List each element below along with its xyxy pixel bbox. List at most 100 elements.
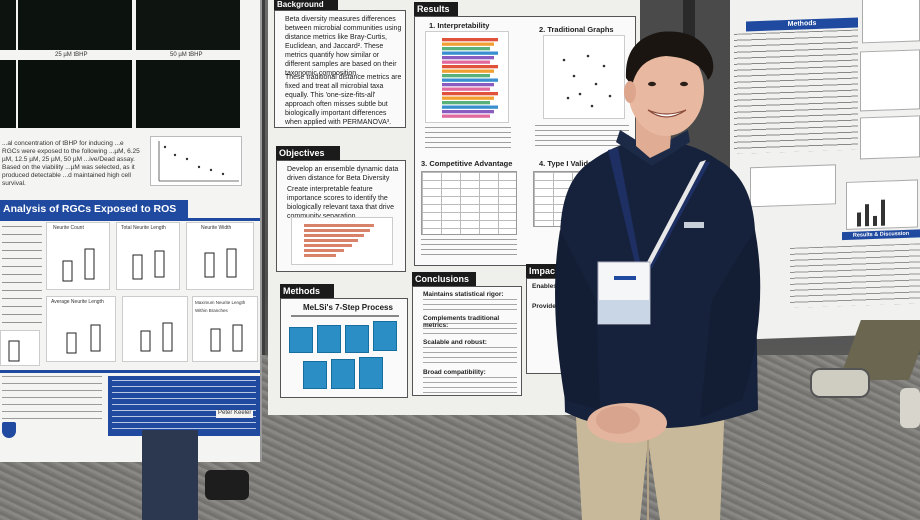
section-divider xyxy=(0,218,260,221)
microscopy-label: 50 µM tBHP xyxy=(170,52,203,58)
interpretability-bar xyxy=(442,83,494,87)
conclusion-item: Broad compatibility: xyxy=(423,369,486,376)
objective-item: Develop an ensemble dynamic data driven … xyxy=(287,166,399,182)
section-header-impact: Impac xyxy=(526,264,560,278)
conclusions-box: Maintains statistical rigor: Complements… xyxy=(412,286,522,396)
scatter-plot-svg xyxy=(562,54,612,108)
conclusion-item: Scalable and robust: xyxy=(423,339,487,346)
section-header-conclusions: Conclusions xyxy=(412,272,476,286)
objectives-textbox: Develop an ensemble dynamic data driven … xyxy=(276,160,406,272)
interpretability-bar xyxy=(442,47,490,51)
paragraph-text xyxy=(2,226,42,326)
figure-panel xyxy=(846,179,918,230)
results-subtitle: 3. Competitive Advantage xyxy=(421,159,513,168)
boxplot-svg xyxy=(204,248,237,278)
author-name: Peter Keeler xyxy=(216,410,254,418)
microscopy-image xyxy=(0,0,16,50)
interpretability-bar xyxy=(442,101,490,105)
section-title: Impac xyxy=(529,266,556,276)
boxplot-svg xyxy=(66,324,101,354)
methods-box: MeLSi's 7-Step Process xyxy=(280,298,408,398)
competitive-advantage-table xyxy=(421,171,517,235)
acknowledgement-panel xyxy=(108,376,260,436)
section-divider xyxy=(0,370,260,373)
person-shoe-background xyxy=(810,368,870,398)
conclusion-detail-lines xyxy=(423,299,517,311)
chart-label: Maximum Neurite Length Within Branches xyxy=(195,300,246,313)
boxplot-chart: Average Neurite Length xyxy=(46,296,116,362)
caption-text xyxy=(535,125,629,147)
interpretability-bar xyxy=(442,87,490,91)
chart-label: Neurite Count xyxy=(53,225,84,231)
microscopy-image xyxy=(136,60,240,128)
interpretability-bar xyxy=(442,56,494,60)
interpretability-bar-chart xyxy=(442,38,498,118)
boxplot-chart: Maximum Neurite Length Within Branches xyxy=(192,296,258,362)
results-subtitle: 1. Interpretability xyxy=(429,21,490,30)
interpretability-bar xyxy=(442,105,498,109)
interpretability-bar xyxy=(442,51,498,55)
section-title: Objectives xyxy=(279,148,325,158)
caption-text xyxy=(425,127,511,149)
chart-label: Average Neurite Length xyxy=(51,299,104,305)
interpretability-bar xyxy=(442,92,498,96)
university-shield-logo xyxy=(2,422,16,438)
boxplot-chart: Neurite Width xyxy=(186,222,254,290)
boxplot-chart: Neurite Count xyxy=(46,222,110,290)
boxplot-svg xyxy=(132,250,165,280)
interpretability-bar xyxy=(442,38,498,42)
section-header-results: Results xyxy=(414,2,458,16)
right-poster: Methods Results & Discussion xyxy=(730,0,920,341)
person-shoe-background xyxy=(900,388,920,428)
background-text: Beta diversity measures differences betw… xyxy=(285,16,402,77)
results-box: 1. Interpretability 2. Traditional Graph… xyxy=(414,16,636,266)
microscopy-image xyxy=(136,0,240,50)
boxplot-svg xyxy=(8,340,20,362)
method-step-card xyxy=(359,357,383,389)
objective-item: Create interpretable feature importance … xyxy=(287,186,395,220)
background-text: These traditional distance metrics are f… xyxy=(285,74,402,126)
method-step-card xyxy=(373,321,397,351)
objectives-bar-chart xyxy=(291,217,393,265)
impact-item: Enables xyxy=(532,283,557,290)
left-poster: 25 µM tBHP 50 µM tBHP ...al concentratio… xyxy=(0,0,262,462)
interpretability-bar xyxy=(442,78,498,82)
method-step-card xyxy=(303,361,327,389)
section-title: Background xyxy=(277,0,324,9)
interpretability-bar xyxy=(442,96,494,100)
method-step-card xyxy=(331,359,355,389)
person-shoe-background xyxy=(205,470,249,500)
section-title: Analysis of RGCs Exposed to ROS xyxy=(3,203,177,215)
acknowledgement-text-lines xyxy=(112,380,256,432)
interpretability-bar xyxy=(442,114,490,118)
section-header-background: Background xyxy=(274,0,338,10)
interpretability-bar xyxy=(442,69,494,73)
method-step-card xyxy=(317,325,341,353)
section-header-objectives: Objectives xyxy=(276,146,340,160)
interpretability-chart xyxy=(425,31,509,123)
conclusion-item: Maintains statistical rigor: xyxy=(423,291,504,298)
results-subtitle: 2. Traditional Graphs xyxy=(539,25,614,34)
boxplot-chart xyxy=(122,296,188,362)
background-textbox: Beta diversity measures differences betw… xyxy=(274,10,406,128)
paragraph-text xyxy=(2,376,102,422)
boxplot-chart xyxy=(0,330,40,366)
interpretability-bar xyxy=(442,74,490,78)
chart-label: Total Neurite Length xyxy=(121,225,166,231)
method-step-card xyxy=(289,327,313,353)
paragraph-text: ...al concentration of tBHP for inducing… xyxy=(2,140,140,187)
interpretability-bar xyxy=(442,60,490,64)
boxplot-chart: Total Neurite Length xyxy=(116,222,180,290)
person-legs-background xyxy=(142,430,198,520)
chart-label: Neurite Width xyxy=(201,225,232,231)
microscopy-image xyxy=(18,60,132,128)
boxplot-svg xyxy=(210,324,243,352)
method-step-card xyxy=(345,325,369,353)
conclusion-detail-lines xyxy=(423,377,517,393)
traditional-graph xyxy=(543,35,625,119)
section-title: Results xyxy=(417,4,450,14)
interpretability-bar xyxy=(442,42,494,46)
boxplot-svg xyxy=(62,248,95,282)
